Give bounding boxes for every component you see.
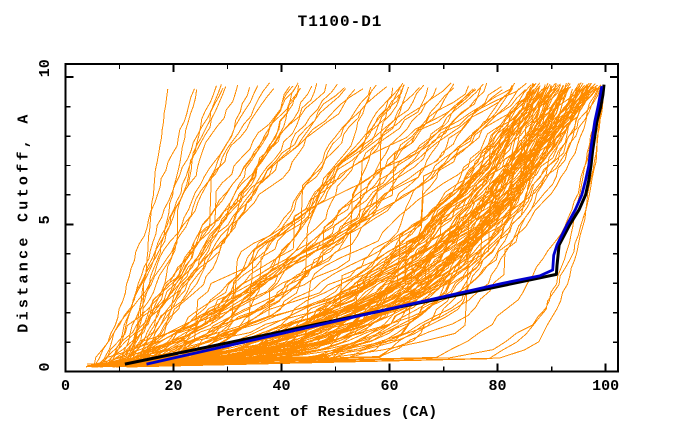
model-curve xyxy=(122,82,584,366)
model-curve xyxy=(97,85,550,366)
model-curve xyxy=(96,89,477,367)
model-curve xyxy=(122,88,347,367)
model-curve xyxy=(134,88,300,365)
x-tick-label: 40 xyxy=(273,378,291,395)
model-curve xyxy=(128,88,578,368)
model-curve xyxy=(109,88,595,367)
model-curve xyxy=(135,87,604,367)
model-curve xyxy=(126,87,224,365)
model-curve xyxy=(132,88,169,366)
model-curve xyxy=(119,85,300,368)
y-axis-label: Distance Cutoff, A xyxy=(15,111,33,333)
model-curve xyxy=(105,86,599,368)
model-curve xyxy=(114,84,405,367)
model-curve xyxy=(98,87,482,365)
x-tick-label: 80 xyxy=(489,378,507,395)
model-curve xyxy=(126,82,516,365)
plot-frame xyxy=(64,63,619,373)
model-curve xyxy=(125,88,364,366)
model-curve xyxy=(91,88,474,368)
x-tick-label: 100 xyxy=(592,378,619,395)
model-curve xyxy=(111,84,377,367)
model-curve xyxy=(134,88,301,367)
y-tick-label: 5 xyxy=(37,215,54,224)
model-curve xyxy=(117,86,589,366)
model-curve xyxy=(135,86,502,367)
model-curve xyxy=(129,88,573,368)
model-curve xyxy=(140,82,556,366)
model-curve xyxy=(108,82,567,367)
model-curve xyxy=(122,83,403,367)
y-tick-label: 10 xyxy=(37,59,54,77)
model-curve xyxy=(109,85,217,367)
model-curve xyxy=(137,83,589,368)
model-curve xyxy=(126,84,298,366)
model-curve xyxy=(135,86,532,366)
model-curve xyxy=(88,83,455,367)
model-curve xyxy=(99,83,571,368)
model-curve xyxy=(101,84,239,366)
model-curve xyxy=(125,83,534,366)
chart-title: T1100-D1 xyxy=(297,13,383,31)
model-curve xyxy=(93,88,195,367)
model-curve xyxy=(118,85,259,367)
model-curve xyxy=(133,83,536,368)
x-tick-label: 0 xyxy=(61,378,70,395)
model-curves xyxy=(86,82,605,368)
model-curve xyxy=(112,86,388,368)
model-curve xyxy=(102,84,532,365)
model-curve xyxy=(124,87,346,366)
x-tick-label: 20 xyxy=(165,378,183,395)
y-tick-label: 0 xyxy=(37,362,54,371)
model-curve xyxy=(117,82,404,366)
model-curve xyxy=(110,84,222,367)
model-curve xyxy=(94,86,570,367)
model-curve xyxy=(137,82,582,367)
model-curve xyxy=(134,83,338,366)
model-curve xyxy=(102,85,541,366)
model-curve xyxy=(113,84,425,368)
axis-ticks xyxy=(64,64,618,373)
blue-curve xyxy=(146,85,604,366)
model-curve xyxy=(127,89,373,366)
model-curve xyxy=(127,87,455,366)
x-tick-label: 60 xyxy=(381,378,399,395)
model-curve xyxy=(123,87,394,367)
model-curve xyxy=(135,86,604,367)
model-curve xyxy=(89,86,592,366)
model-curve xyxy=(112,86,546,366)
x-axis-label: Percent of Residues (CA) xyxy=(216,404,438,421)
model-curve xyxy=(117,87,429,365)
